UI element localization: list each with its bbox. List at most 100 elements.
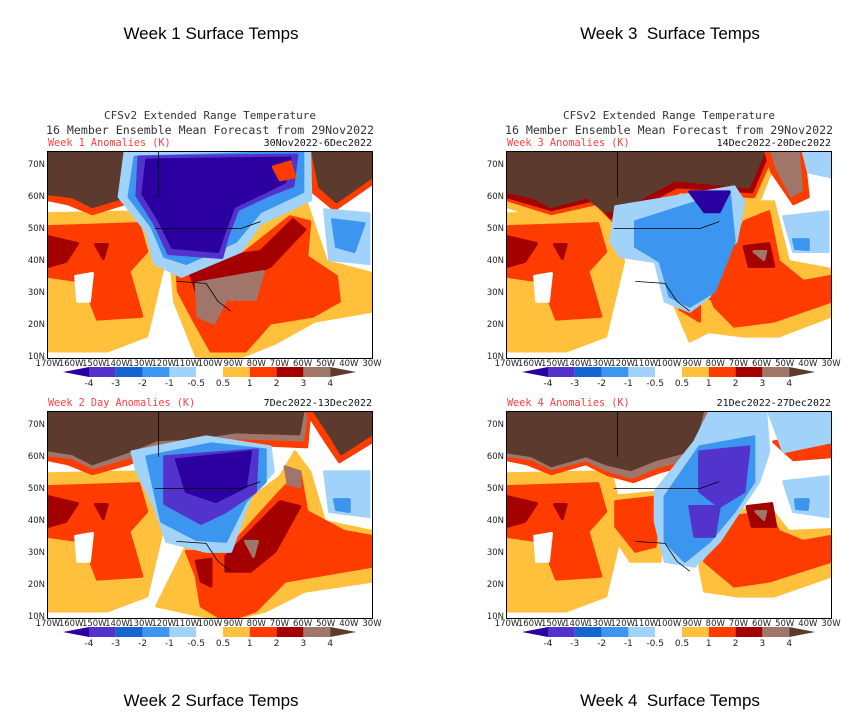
anomaly-contour: [791, 238, 810, 252]
colorbar-swatch: [655, 367, 682, 377]
anomaly-label: Week 2 Day Anomalies (K): [48, 398, 196, 409]
us-canada-border: [613, 481, 720, 490]
colorbar-swatch: [89, 627, 116, 637]
lon-label: 30W: [821, 359, 841, 369]
colorbar-swatch: [303, 627, 331, 637]
anomaly-contour: [533, 271, 553, 303]
colorbar-swatch: [762, 627, 790, 637]
lon-label: 150W: [540, 359, 566, 369]
week4-title: Week 4 Surface Temps: [580, 691, 760, 710]
lon-label: 90W: [223, 359, 243, 369]
anomaly-contour: [184, 218, 307, 293]
lat-label: 10N: [27, 352, 45, 362]
lat-label: 30N: [486, 288, 504, 298]
anomaly-label: Week 3 Anomalies (K): [507, 138, 630, 149]
colorbar-label: -2: [597, 639, 607, 649]
colorbar-left-arrow: [63, 367, 89, 377]
us-mexico-border: [635, 540, 690, 572]
colorbar-swatch: [548, 367, 575, 377]
lon-label: 100W: [197, 359, 223, 369]
colorbar-swatch: [115, 367, 143, 377]
colorbar-label: -3: [570, 379, 580, 389]
colorbar-label: -0.5: [646, 379, 664, 389]
lon-label: 70W: [269, 619, 290, 629]
lat-label: 30N: [486, 548, 504, 558]
anomaly-contour: [48, 495, 80, 528]
lon-label: 110W: [174, 359, 200, 369]
colorbar-swatch: [682, 627, 709, 637]
anomaly-contour: [507, 495, 539, 528]
lon-label: 170W: [35, 619, 61, 629]
colorbar-label: -3: [111, 639, 121, 649]
colorbar-right-arrow: [789, 367, 816, 377]
lon-label: 110W: [174, 619, 200, 629]
chart-title-line1: CFSv2 Extended Range Temperature: [104, 109, 316, 122]
colorbar-swatch: [142, 367, 170, 377]
lon-label: 30W: [362, 619, 382, 629]
colorbar-right-arrow: [789, 627, 816, 637]
lat-label: 70N: [27, 160, 45, 170]
colorbar-label: 3: [300, 379, 307, 389]
anomaly-label: Week 4 Anomalies (K): [507, 398, 630, 409]
colorbar-label: 2: [732, 639, 739, 649]
colorbar-label: -4: [84, 639, 94, 649]
lon-label: 30W: [362, 359, 382, 369]
anomaly-contour: [271, 160, 297, 182]
lon-label: 140W: [105, 619, 130, 629]
colorbar-swatch: [548, 627, 575, 637]
anomaly-contour: [331, 218, 366, 254]
colorbar-swatch: [223, 367, 250, 377]
anomaly-contour: [93, 243, 109, 260]
colorbar-left-arrow: [522, 367, 548, 377]
week3-title: Week 3 Surface Temps: [580, 24, 760, 43]
colorbar-swatch: [249, 367, 277, 377]
lon-label: 170W: [494, 619, 520, 629]
colorbar-swatch: [708, 367, 736, 377]
colorbar-swatch: [249, 627, 277, 637]
colorbar-swatch: [196, 627, 223, 637]
colorbar-label: 1: [705, 639, 712, 649]
colorbar-label: -4: [543, 379, 553, 389]
lat-label: 60N: [486, 192, 504, 202]
lon-label: 130W: [128, 359, 153, 369]
colorbar-label: 0.5: [674, 379, 690, 389]
colorbar-label: -0.5: [187, 639, 205, 649]
anomaly-contour: [283, 465, 302, 489]
anomaly-contour: [752, 250, 768, 261]
lon-label: 100W: [656, 359, 682, 369]
colorbar-swatch: [115, 627, 143, 637]
colorbar: [63, 367, 357, 377]
lat-label: 50N: [27, 224, 45, 234]
colorbar-label: -3: [570, 639, 580, 649]
lon-label: 50W: [775, 619, 795, 629]
lon-label: 110W: [633, 619, 659, 629]
anomaly-map: [47, 151, 373, 359]
anomaly-contour: [48, 235, 80, 268]
date-range: 7Dec2022-13Dec2022: [263, 398, 372, 409]
colorbar-swatch: [223, 627, 250, 637]
colorbar-swatch: [655, 627, 682, 637]
lon-label: 150W: [540, 619, 566, 629]
lon-label: 90W: [223, 619, 243, 629]
colorbar-swatch: [682, 367, 709, 377]
lon-label: 160W: [517, 619, 543, 629]
lon-label: 80W: [705, 619, 725, 629]
lon-label: 140W: [105, 359, 130, 369]
lat-label: 50N: [486, 224, 504, 234]
lat-label: 10N: [27, 612, 45, 622]
anomaly-contour: [801, 152, 831, 179]
colorbar-right-arrow: [330, 367, 357, 377]
lon-label: 140W: [564, 359, 589, 369]
lon-label: 80W: [246, 619, 266, 629]
colorbar-label: 0.5: [674, 639, 690, 649]
colorbar-swatch: [303, 367, 331, 377]
colorbar-swatch: [708, 627, 736, 637]
anomaly-contour: [74, 531, 94, 563]
lon-label: 140W: [564, 619, 589, 629]
lat-label: 70N: [486, 420, 504, 430]
anomaly-contour: [688, 505, 721, 538]
colorbar-label: -3: [111, 379, 121, 389]
lon-label: 70W: [728, 619, 749, 629]
date-range: 21Dec2022-27Dec2022: [716, 398, 831, 409]
week2-title: Week 2 Surface Temps: [123, 691, 299, 710]
